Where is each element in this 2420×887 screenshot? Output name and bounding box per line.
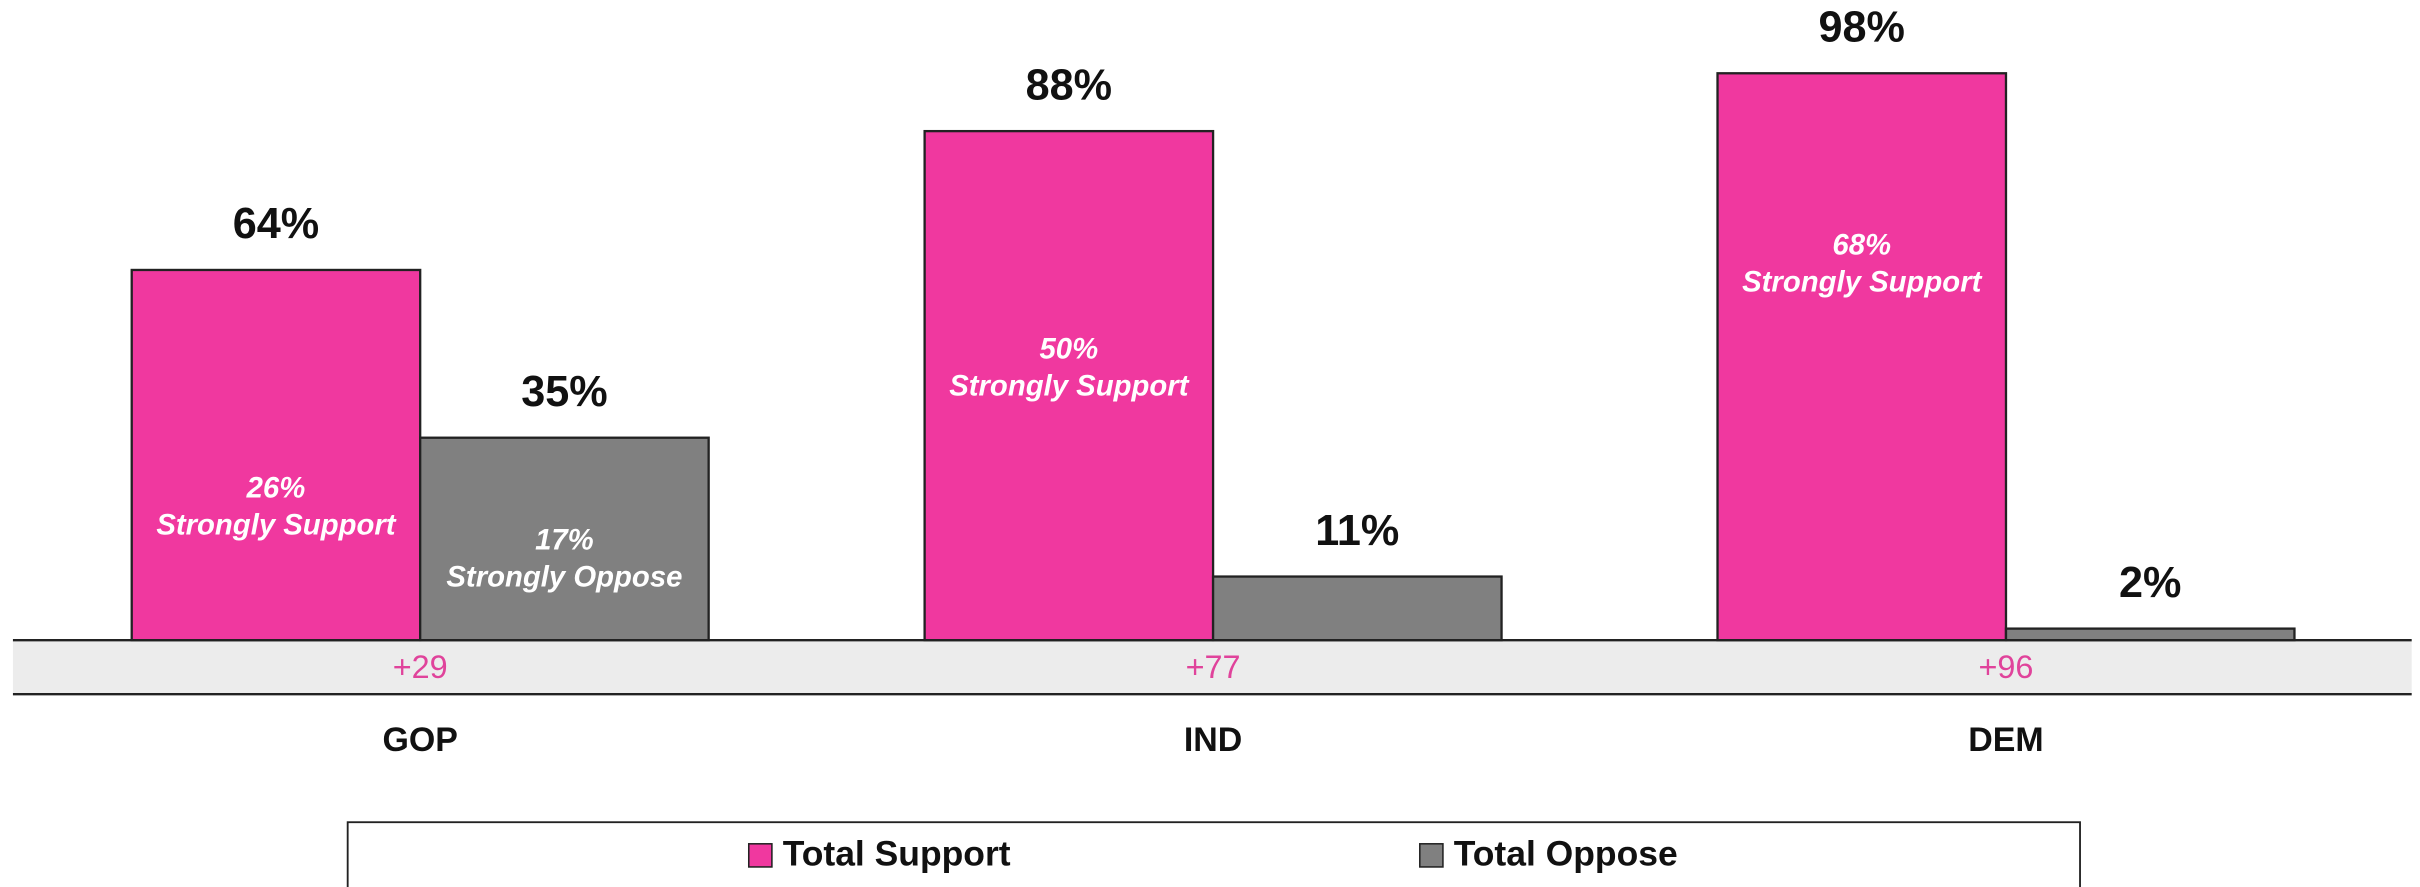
bar xyxy=(1716,72,2008,642)
data-label: 2% xyxy=(2119,559,2181,607)
net-label: +29 xyxy=(393,649,448,685)
data-label: 35% xyxy=(521,368,607,416)
net-label: +96 xyxy=(1979,649,2034,685)
inner-label-name: Strongly Oppose xyxy=(446,561,682,594)
net-band xyxy=(12,640,2412,695)
inner-label-value: 26% xyxy=(246,472,306,505)
legend-swatch xyxy=(1419,843,1444,868)
net-label: +77 xyxy=(1186,649,1241,685)
bar xyxy=(130,268,422,642)
bar xyxy=(1211,575,1503,642)
legend-label: Total Support xyxy=(783,834,1011,874)
inner-label-value: 50% xyxy=(1040,333,1099,366)
inner-label-name: Strongly Support xyxy=(1742,266,1982,299)
x-tick-label: GOP xyxy=(382,721,457,759)
data-label: 11% xyxy=(1315,507,1399,555)
bar xyxy=(419,436,710,642)
data-label: 88% xyxy=(1026,61,1112,109)
x-tick-label: DEM xyxy=(1968,721,2043,759)
inner-label-value: 68% xyxy=(1832,229,1891,262)
inner-label-value: 17% xyxy=(535,524,594,557)
legend-swatch xyxy=(747,843,773,868)
inner-label-name: Strongly Support xyxy=(949,370,1189,403)
legend xyxy=(346,821,2081,887)
data-label: 98% xyxy=(1819,3,1905,51)
legend-label: Total Oppose xyxy=(1454,834,1678,874)
data-label: 64% xyxy=(233,200,319,248)
bar xyxy=(2004,627,2296,642)
x-tick-label: IND xyxy=(1184,721,1242,759)
inner-label-name: Strongly Support xyxy=(156,509,396,542)
